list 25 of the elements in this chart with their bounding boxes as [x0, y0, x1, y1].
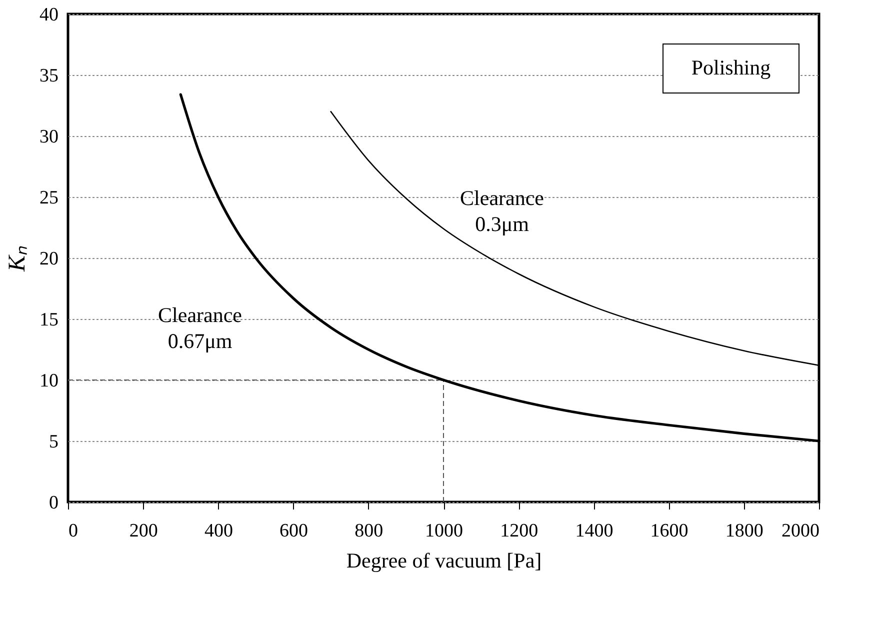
x-tick-label: 400: [204, 520, 233, 542]
y-tick-label: 40: [40, 4, 58, 26]
x-tick-label: 2000: [782, 520, 820, 542]
x-tick-label: 0: [68, 520, 78, 542]
x-tick-label: 1600: [650, 520, 688, 542]
annotation: Clearance 0.67μm: [158, 303, 242, 353]
y-axis-title: Kₙ: [4, 245, 30, 273]
x-tick-label: 600: [280, 520, 308, 542]
x-tick-label: 200: [129, 520, 158, 542]
y-tick-label: 15: [40, 310, 58, 330]
y-tick-label: 0: [49, 492, 58, 514]
y-tick-label: 5: [49, 432, 58, 452]
x-tick-label: 1800: [725, 520, 764, 542]
x-tick-label: 1200: [500, 520, 538, 542]
y-tick-label: 35: [40, 66, 58, 86]
x-tick-label: 1000: [425, 520, 463, 542]
y-tick-label: 25: [40, 188, 58, 208]
x-tick-label: 800: [354, 520, 384, 542]
x-tick-label: 1400: [575, 520, 614, 542]
x-axis-title: Degree of vacuum [Pa]: [346, 548, 542, 572]
y-tick-label: 30: [40, 126, 58, 148]
annotation: Polishing: [691, 56, 772, 80]
y-tick-label: 20: [40, 248, 58, 270]
y-tick-label: 10: [40, 370, 58, 392]
annotation: Clearance 0.3μm: [460, 186, 544, 236]
